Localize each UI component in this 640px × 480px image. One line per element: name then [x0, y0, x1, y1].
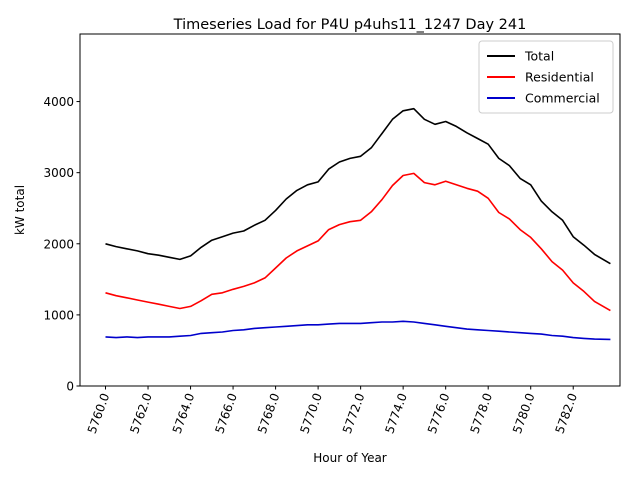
series-line-total: [105, 107, 611, 265]
legend-box: [478, 40, 614, 114]
legend-label-total: Total: [524, 49, 554, 64]
x-axis: 5760.0 5762.0 5764.0 5766.0 5768.0 5770.0 5772…: [85, 386, 580, 435]
x-tick-label: 5774.0: [382, 391, 410, 435]
series-layer: [105, 107, 611, 341]
y-tick-label: 4000: [43, 95, 74, 109]
chart-title: Timeseries Load for P4U p4uhs11_1247 Day…: [173, 17, 527, 33]
x-tick-label: 5780.0: [510, 391, 538, 435]
x-tick-label: 5762.0: [127, 391, 155, 435]
y-tick-label: 3000: [43, 166, 74, 180]
series-line-residential: [105, 172, 611, 312]
x-tick-label: 5772.0: [340, 391, 368, 435]
y-tick-label: 0: [66, 380, 74, 394]
legend-label-commercial: Commercial: [525, 91, 600, 106]
x-tick-label: 5760.0: [85, 391, 113, 435]
y-axis: 0 1000 2000 3000 4000: [43, 95, 80, 394]
x-tick-label: 5768.0: [255, 391, 283, 435]
y-tick-label: 2000: [43, 237, 74, 251]
x-tick-label: 5776.0: [425, 391, 453, 435]
x-tick-label: 5766.0: [212, 391, 240, 435]
x-tick-label: 5782.0: [553, 391, 581, 435]
legend: Total Residential Commercial: [478, 40, 614, 114]
y-tick-label: 1000: [43, 308, 74, 322]
x-tick-label: 5770.0: [297, 391, 325, 435]
series-line-commercial: [105, 320, 611, 341]
x-tick-label: 5778.0: [467, 391, 495, 435]
legend-label-residential: Residential: [525, 70, 594, 85]
x-axis-label: Hour of Year: [313, 451, 387, 465]
y-axis-label: kW total: [13, 185, 27, 235]
plot-border: [79, 33, 621, 387]
x-tick-label: 5764.0: [170, 391, 198, 435]
